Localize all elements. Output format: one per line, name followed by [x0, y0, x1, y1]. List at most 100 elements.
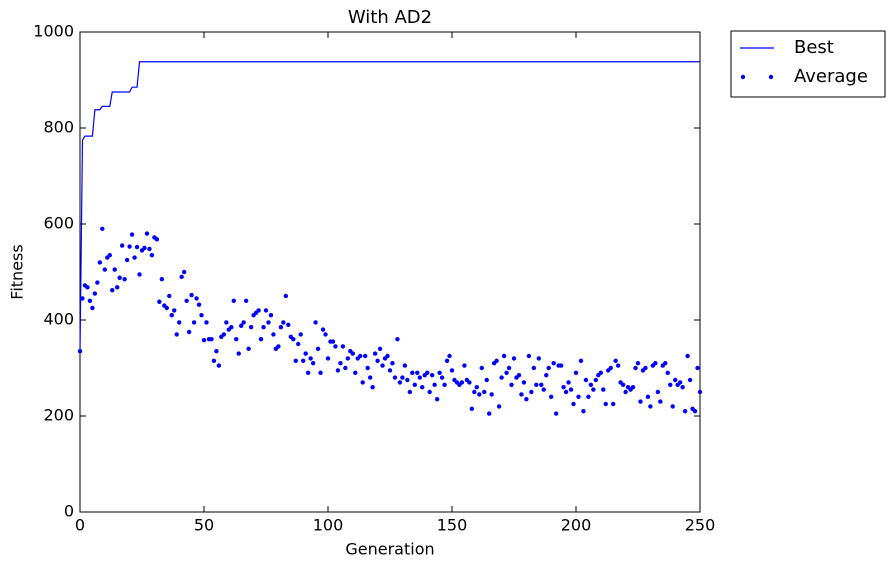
data-point: [511, 356, 517, 361]
data-point: [437, 370, 442, 375]
data-point: [92, 291, 98, 296]
data-point: [308, 356, 313, 361]
data-point: [325, 356, 331, 361]
data-point: [189, 292, 194, 298]
data-point: [553, 411, 559, 416]
data-point: [487, 411, 492, 416]
data-point: [291, 337, 296, 342]
data-point: [586, 394, 591, 399]
data-point: [439, 375, 445, 380]
data-point: [534, 382, 539, 387]
data-point: [620, 382, 626, 387]
y-tick-label: 400: [43, 310, 74, 329]
data-point: [623, 389, 628, 395]
data-point: [591, 387, 596, 392]
data-point: [653, 361, 658, 366]
data-point: [444, 358, 450, 363]
data-point: [367, 375, 373, 380]
data-point: [159, 277, 165, 282]
data-point: [496, 404, 502, 409]
data-point: [563, 389, 569, 395]
data-point: [243, 298, 249, 303]
x-tick-label: 0: [75, 516, 85, 535]
data-point: [526, 353, 532, 359]
data-point: [110, 288, 115, 293]
data-point: [201, 337, 207, 343]
data-point: [477, 392, 482, 397]
data-point: [97, 260, 103, 265]
data-point: [196, 302, 202, 307]
data-point: [506, 365, 512, 371]
data-point: [588, 382, 594, 387]
data-point: [665, 370, 670, 375]
data-point: [236, 351, 241, 356]
data-point: [191, 320, 197, 325]
data-point: [402, 363, 408, 368]
data-point: [181, 269, 187, 275]
data-point: [283, 293, 289, 299]
data-point: [578, 358, 584, 363]
data-point: [501, 353, 507, 359]
data-point: [313, 320, 318, 325]
x-tick-label: 200: [561, 516, 592, 535]
data-point: [397, 380, 403, 385]
data-point: [77, 349, 83, 354]
data-point: [286, 322, 291, 327]
data-point: [164, 305, 169, 311]
data-point: [601, 387, 606, 392]
x-tick-label: 150: [437, 516, 468, 535]
data-point: [117, 275, 122, 280]
data-point: [144, 231, 150, 236]
data-point: [519, 392, 524, 397]
x-tick-label: 100: [313, 516, 344, 535]
data-point: [479, 365, 484, 371]
data-point: [420, 385, 425, 390]
data-point: [375, 358, 380, 363]
data-point: [407, 389, 413, 395]
data-point: [509, 382, 514, 387]
data-point: [536, 356, 541, 361]
data-point: [263, 308, 269, 313]
data-point: [365, 365, 370, 371]
data-point: [687, 377, 693, 383]
data-point: [305, 370, 311, 375]
data-point: [90, 305, 95, 311]
data-point: [484, 377, 489, 383]
data-point: [216, 363, 222, 368]
y-tick-label: 1000: [33, 22, 74, 41]
data-point: [380, 363, 385, 368]
data-point: [122, 277, 127, 282]
legend-label: Best: [794, 37, 834, 58]
data-point: [633, 365, 638, 371]
data-point: [214, 349, 219, 354]
data-point: [229, 325, 234, 330]
data-point: [692, 409, 698, 414]
data-point: [258, 337, 264, 342]
data-point: [415, 370, 420, 375]
data-point: [184, 298, 189, 303]
data-point: [668, 382, 673, 387]
data-point: [663, 361, 668, 366]
data-point: [447, 353, 452, 359]
data-point: [315, 346, 321, 351]
data-point: [256, 308, 261, 313]
data-point: [566, 380, 571, 385]
data-point: [310, 361, 316, 366]
data-point: [199, 313, 204, 318]
data-point: [576, 394, 581, 399]
data-point: [529, 389, 534, 395]
data-point: [318, 370, 323, 375]
data-point: [392, 375, 398, 380]
data-point: [544, 373, 549, 378]
data-point: [658, 399, 663, 404]
data-point: [680, 385, 685, 390]
data-point: [521, 380, 527, 385]
data-point: [137, 272, 142, 277]
data-point: [231, 298, 236, 303]
data-point: [330, 339, 336, 344]
x-axis-label: Generation: [345, 540, 434, 559]
data-point: [613, 358, 618, 363]
data-point: [281, 320, 286, 325]
